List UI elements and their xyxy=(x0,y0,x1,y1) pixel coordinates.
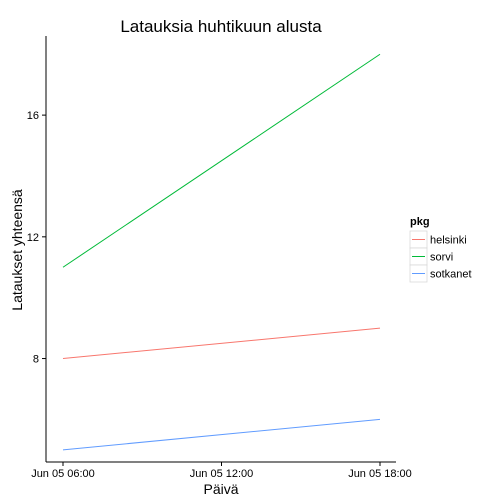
series-lines xyxy=(62,53,381,451)
legend-items: helsinki sorvi sotkanet xyxy=(409,230,472,283)
x-tick-label: Jun 05 18:00 xyxy=(348,468,412,480)
x-tick-label: Jun 05 06:00 xyxy=(31,468,95,480)
legend-label-helsinki: helsinki xyxy=(430,235,467,247)
legend: pkg helsinki sorvi sotkanet xyxy=(409,216,472,283)
legend-label-sorvi: sorvi xyxy=(430,252,453,264)
y-ticks: 8 12 16 xyxy=(27,110,46,366)
y-axis-title: Lataukset yhteensä xyxy=(9,189,25,311)
x-axis-title: Päivä xyxy=(203,481,238,497)
y-tick-label: 16 xyxy=(27,110,39,122)
chart-title: Latauksia huhtikuun alusta xyxy=(120,17,322,36)
y-tick-label: 8 xyxy=(33,354,39,366)
y-tick-label: 12 xyxy=(27,232,39,244)
series-line-sorvi xyxy=(62,53,381,268)
legend-label-sotkanet: sotkanet xyxy=(430,269,472,281)
x-ticks: Jun 05 06:00 Jun 05 12:00 Jun 05 18:00 xyxy=(31,462,412,480)
series-line-sotkanet xyxy=(62,418,381,451)
x-tick-label: Jun 05 12:00 xyxy=(190,468,254,480)
series-line-helsinki xyxy=(62,327,381,360)
legend-title: pkg xyxy=(410,216,430,228)
